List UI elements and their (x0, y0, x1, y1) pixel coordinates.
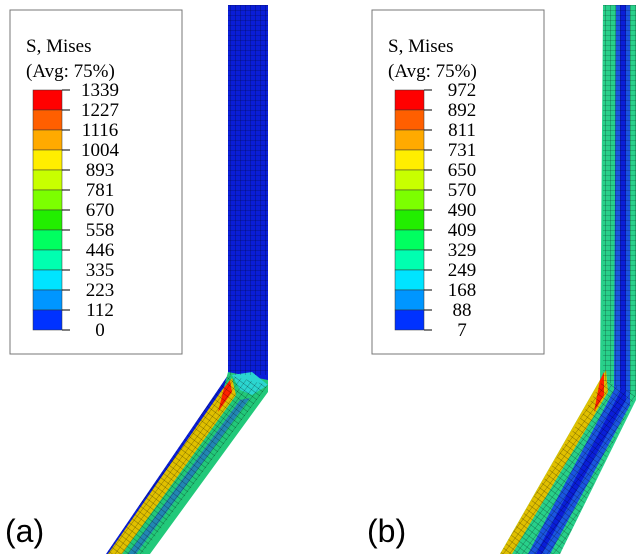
legend-swatch (394, 129, 425, 151)
legend-title: S, Mises (26, 36, 91, 57)
legend-value: 1227 (81, 100, 119, 121)
legend-swatch (394, 309, 425, 331)
legend-swatch (32, 249, 63, 271)
legend-value: 650 (448, 160, 477, 181)
legend-value: 446 (86, 240, 115, 261)
legend-value: 893 (86, 160, 115, 181)
legend-value: 1116 (82, 120, 119, 141)
legend-value: 335 (86, 260, 115, 281)
legend-swatch (32, 189, 63, 211)
legend-value: 0 (95, 320, 105, 341)
legend-value: 409 (448, 220, 477, 241)
legend-swatch (394, 89, 425, 111)
legend-swatch (394, 269, 425, 291)
legend-subtitle: (Avg: 75%) (26, 61, 115, 82)
legend-swatch (394, 169, 425, 191)
mesh-a (106, 5, 268, 554)
legend-value: 168 (448, 280, 477, 301)
legend-value: 670 (86, 200, 115, 221)
legend-swatch (394, 109, 425, 131)
legend-value: 781 (86, 180, 115, 201)
legend-swatch (32, 89, 63, 111)
legend-swatch (32, 269, 63, 291)
legend-swatch (32, 169, 63, 191)
legend-swatch (32, 309, 63, 331)
legend-swatch (394, 149, 425, 171)
legend-value: 972 (448, 80, 477, 101)
legend-title: S, Mises (388, 36, 453, 57)
legend-value: 223 (86, 280, 115, 301)
legend-swatch (32, 109, 63, 131)
legend-swatch (32, 209, 63, 231)
legend-value: 558 (86, 220, 115, 241)
legend-value: 811 (448, 120, 476, 141)
legend-value: 329 (448, 240, 477, 261)
legend-value: 249 (448, 260, 477, 281)
legend-subtitle: (Avg: 75%) (388, 61, 477, 82)
legend-swatch (32, 289, 63, 311)
legend-value: 1004 (81, 140, 120, 161)
legend-swatch (394, 249, 425, 271)
legend-value: 731 (448, 140, 477, 161)
legend-value: 490 (448, 200, 477, 221)
legend-value: 112 (86, 300, 114, 321)
legend-swatch (394, 209, 425, 231)
legend-value: 892 (448, 100, 477, 121)
legend-swatch (394, 189, 425, 211)
panel-label: (a) (5, 513, 44, 549)
mesh-b (500, 5, 636, 554)
legend-value: 1339 (81, 80, 119, 101)
legend-swatch (32, 149, 63, 171)
panel-label: (b) (367, 513, 406, 549)
legend-swatch (32, 129, 63, 151)
legend-swatch (394, 229, 425, 251)
legend-value: 570 (448, 180, 477, 201)
legend-value: 7 (457, 320, 467, 341)
legend-swatch (394, 289, 425, 311)
legend-value: 88 (453, 300, 472, 321)
legend-swatch (32, 229, 63, 251)
